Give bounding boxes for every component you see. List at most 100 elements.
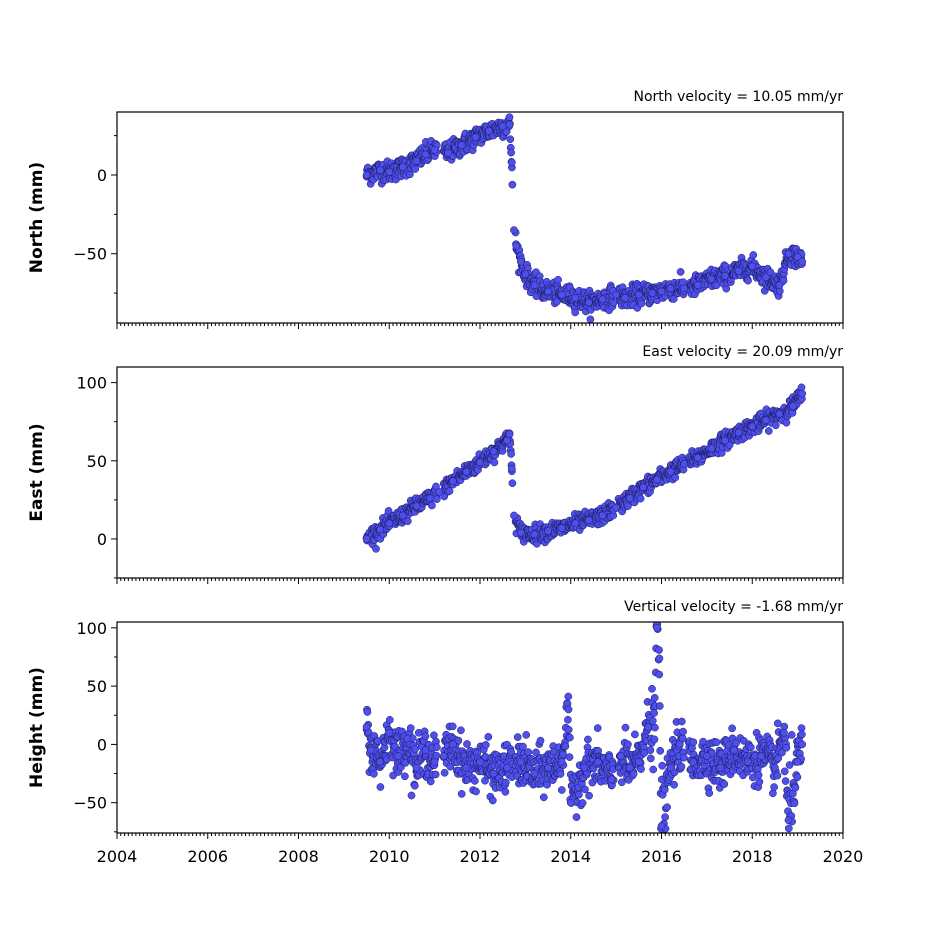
data-point <box>732 739 740 747</box>
data-point <box>564 705 573 714</box>
y-tick-label: 100 <box>76 374 107 393</box>
data-point <box>655 702 664 710</box>
data-point <box>720 780 729 788</box>
data-point <box>557 786 566 794</box>
data-point <box>669 295 678 303</box>
data-point <box>362 723 371 731</box>
data-point <box>421 732 430 741</box>
data-point <box>793 253 802 261</box>
data-point <box>530 281 539 290</box>
data-point <box>410 781 419 790</box>
data-point <box>507 148 515 157</box>
data-point <box>385 716 394 724</box>
data-point <box>784 249 793 258</box>
data-point <box>769 789 777 798</box>
data-point <box>655 646 663 654</box>
data-point <box>385 167 394 176</box>
data-point <box>680 753 688 762</box>
data-point <box>516 257 525 266</box>
data-point <box>501 778 510 787</box>
data-point <box>444 149 453 157</box>
data-point <box>666 763 675 772</box>
data-point <box>757 752 766 760</box>
data-point <box>625 494 634 503</box>
data-point <box>510 226 518 234</box>
x-tick-label: 2020 <box>823 847 864 866</box>
data-point <box>432 743 441 752</box>
y-tick-label: −50 <box>73 794 107 813</box>
data-point <box>675 740 684 749</box>
data-point <box>689 738 698 747</box>
scatter-points <box>362 622 807 833</box>
data-point <box>634 758 643 766</box>
data-point <box>578 799 587 807</box>
data-point <box>775 281 784 290</box>
y-tick-label: 50 <box>87 452 107 471</box>
data-point <box>721 436 729 445</box>
data-point <box>658 761 667 770</box>
data-point <box>565 753 574 761</box>
data-point <box>651 723 659 732</box>
data-point <box>559 750 567 759</box>
data-point <box>426 777 435 786</box>
data-point <box>516 758 525 766</box>
data-point <box>521 270 530 279</box>
data-point <box>778 748 786 757</box>
data-point <box>734 267 743 275</box>
data-point <box>617 778 626 787</box>
data-point <box>384 507 393 515</box>
data-point <box>746 743 755 752</box>
data-point <box>489 447 498 456</box>
data-point <box>564 692 573 701</box>
y-tick-label: −50 <box>73 245 107 264</box>
data-point <box>572 813 581 821</box>
data-point <box>406 724 415 732</box>
data-point <box>503 763 512 772</box>
data-point <box>657 822 666 830</box>
data-point <box>484 733 493 741</box>
scatter-points <box>362 113 807 323</box>
data-point <box>571 519 580 528</box>
data-point <box>462 467 471 476</box>
data-point <box>790 799 799 808</box>
data-point <box>787 731 796 739</box>
data-point <box>362 535 371 543</box>
data-point <box>646 754 655 763</box>
data-point <box>650 709 658 717</box>
data-point <box>637 765 645 773</box>
data-point <box>489 769 498 778</box>
data-point <box>376 783 385 791</box>
x-tick-label: 2012 <box>460 847 501 866</box>
data-point <box>780 728 788 737</box>
data-point <box>624 740 632 749</box>
x-tick-label: 2010 <box>369 847 410 866</box>
data-point <box>524 748 533 756</box>
data-point <box>749 251 758 259</box>
data-point <box>679 727 687 736</box>
data-point <box>703 752 711 760</box>
data-point <box>743 758 752 766</box>
data-point <box>631 730 639 739</box>
data-point <box>660 785 669 794</box>
data-point <box>748 422 757 431</box>
data-point <box>399 511 407 520</box>
data-point <box>773 771 782 780</box>
data-point <box>707 275 716 283</box>
data-point <box>571 293 580 302</box>
data-point <box>624 502 632 510</box>
data-point <box>498 122 507 131</box>
data-point <box>454 736 463 745</box>
data-point <box>586 315 595 323</box>
data-point <box>793 773 802 782</box>
data-point <box>472 787 480 796</box>
data-point <box>616 752 625 760</box>
data-point <box>748 262 757 271</box>
data-point <box>571 308 580 317</box>
data-point <box>648 716 657 725</box>
data-point <box>730 746 738 755</box>
data-point <box>676 268 685 276</box>
data-point <box>789 402 797 410</box>
data-point <box>650 693 659 702</box>
data-point <box>773 719 782 728</box>
data-point <box>784 816 793 825</box>
